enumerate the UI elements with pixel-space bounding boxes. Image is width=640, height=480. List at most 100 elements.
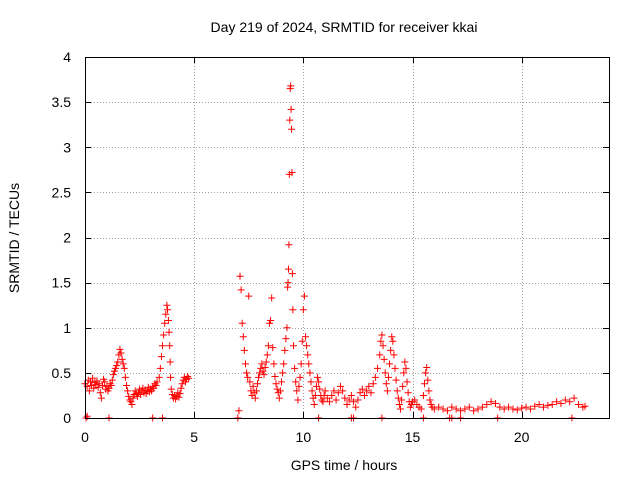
data-point	[288, 125, 296, 133]
axis-ticks	[85, 57, 609, 419]
data-point	[308, 387, 316, 395]
data-point	[287, 82, 295, 90]
data-point	[380, 355, 388, 363]
x-axis-tick-labels: 0 5 10 15 20	[81, 429, 530, 445]
data-point	[526, 405, 534, 413]
data-point	[404, 389, 412, 397]
data-point	[369, 380, 377, 388]
chart-title: Day 219 of 2024, SRMTID for receiver kka…	[211, 19, 478, 35]
data-point	[350, 398, 358, 406]
data-point	[116, 345, 124, 353]
data-point	[278, 378, 285, 386]
data-point	[491, 400, 499, 408]
data-point	[269, 344, 277, 352]
data-point	[391, 364, 399, 372]
data-point	[109, 371, 117, 379]
y-tick-label: 0	[63, 410, 71, 426]
data-point	[300, 292, 308, 300]
data-point	[421, 380, 429, 388]
data-point	[561, 396, 569, 404]
data-point	[152, 382, 160, 390]
data-point	[345, 396, 353, 404]
data-point	[487, 398, 495, 406]
data-point	[330, 387, 338, 395]
data-point	[443, 407, 451, 415]
data-point	[531, 402, 539, 410]
x-tick-label: 15	[405, 429, 421, 445]
data-point	[108, 376, 116, 384]
data-point	[129, 394, 137, 402]
data-point	[97, 394, 105, 402]
data-point	[235, 407, 243, 415]
data-point	[167, 385, 175, 393]
data-point	[262, 358, 270, 366]
y-tick-label: 1	[63, 320, 71, 336]
data-point	[281, 346, 289, 354]
data-point	[239, 333, 247, 341]
data-point	[535, 400, 543, 408]
data-point	[310, 400, 318, 408]
data-point	[426, 396, 434, 404]
data-point	[352, 403, 360, 411]
data-point	[321, 387, 329, 395]
data-point	[423, 363, 431, 371]
data-point	[279, 369, 287, 377]
data-point	[302, 333, 310, 341]
data-point	[513, 406, 521, 414]
data-point	[185, 374, 193, 382]
data-point	[155, 373, 163, 381]
data-point	[358, 385, 366, 393]
data-point	[553, 398, 561, 406]
data-point	[86, 378, 94, 386]
data-point	[417, 405, 425, 413]
data-point	[113, 362, 121, 370]
data-point	[465, 403, 473, 411]
data-point	[557, 400, 565, 408]
data-point	[398, 396, 406, 404]
data-point	[160, 331, 168, 339]
data-point	[314, 373, 322, 381]
data-point	[272, 380, 280, 388]
y-tick-label: 3.5	[52, 94, 72, 110]
data-point	[411, 396, 419, 404]
data-point	[119, 360, 127, 368]
x-tick-label: 20	[514, 429, 530, 445]
data-point	[306, 369, 314, 377]
data-point	[98, 382, 106, 390]
data-point	[118, 355, 126, 363]
grid	[85, 57, 609, 418]
data-point	[164, 306, 172, 314]
data-point	[255, 373, 263, 381]
data-point	[94, 383, 102, 391]
data-point	[378, 331, 386, 339]
data-point	[175, 393, 183, 401]
data-point	[85, 387, 93, 395]
data-point	[283, 324, 291, 332]
data-point	[435, 403, 443, 411]
data-point	[122, 382, 130, 390]
data-point	[159, 342, 167, 350]
data-point	[496, 403, 504, 411]
data-point	[90, 384, 98, 392]
data-point	[137, 391, 145, 399]
data-point	[287, 105, 295, 113]
data-point	[341, 394, 349, 402]
data-point	[402, 364, 410, 372]
data-point	[161, 319, 169, 327]
data-point	[106, 380, 114, 388]
data-point	[452, 405, 460, 413]
data-point	[275, 394, 283, 402]
data-point	[401, 358, 409, 366]
x-axis-label: GPS time / hours	[291, 457, 398, 473]
data-point	[399, 382, 407, 390]
data-point	[270, 360, 278, 368]
y-tick-label: 2	[63, 230, 71, 246]
data-point	[296, 373, 304, 381]
data-point	[425, 387, 433, 395]
data-point	[395, 400, 403, 408]
data-point	[284, 279, 292, 287]
y-tick-label: 1.5	[52, 275, 72, 291]
data-point	[457, 407, 465, 415]
data-point	[176, 390, 184, 398]
